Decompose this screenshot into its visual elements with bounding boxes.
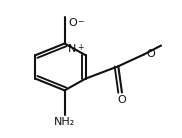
Text: −: −: [77, 17, 84, 26]
Text: N: N: [68, 44, 76, 54]
Text: O: O: [68, 18, 77, 28]
Text: O: O: [118, 95, 126, 104]
Text: +: +: [77, 43, 83, 52]
Text: NH₂: NH₂: [54, 117, 75, 127]
Text: O: O: [147, 49, 156, 59]
